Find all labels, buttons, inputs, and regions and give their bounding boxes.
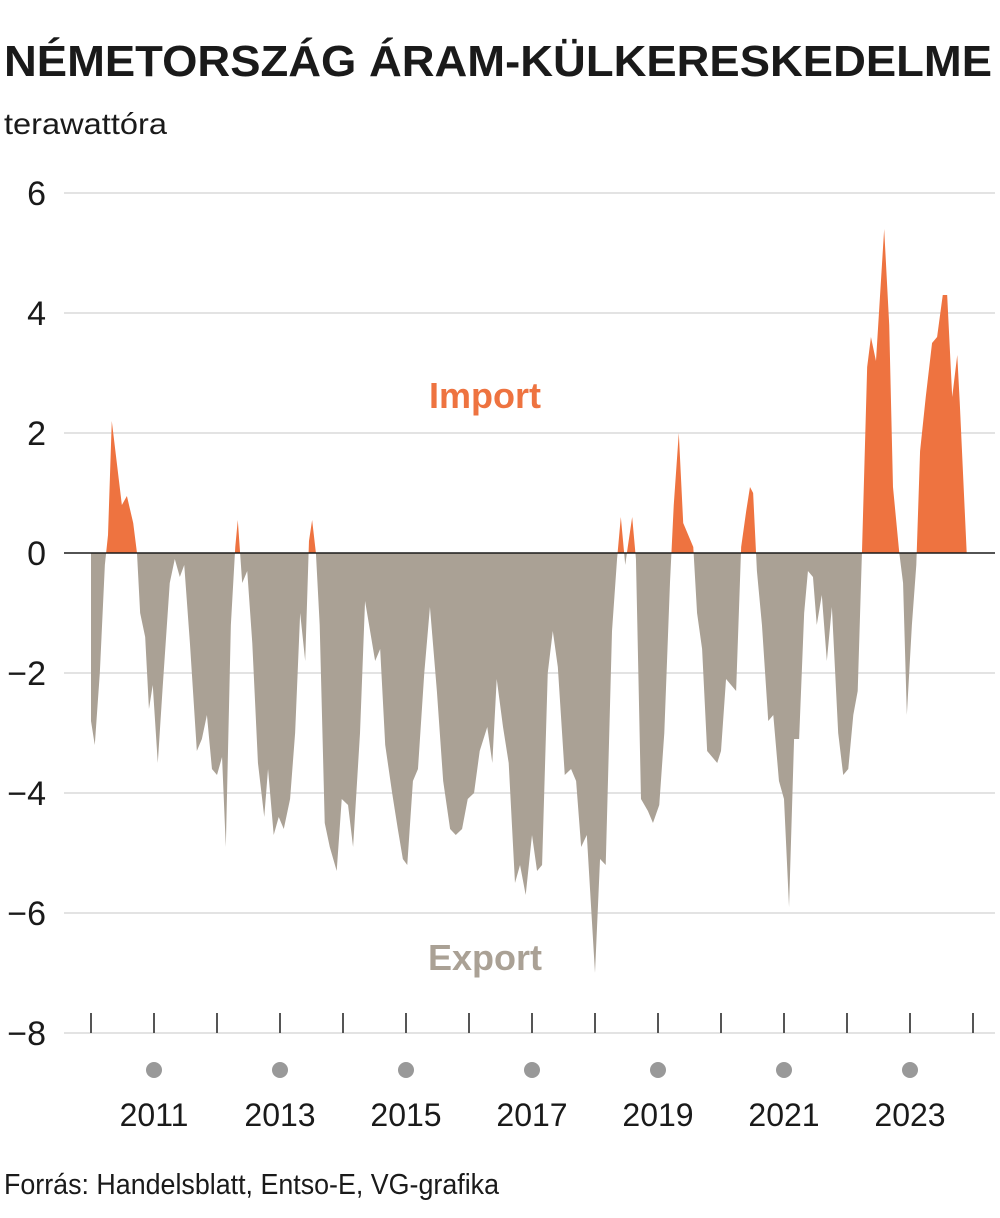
x-tick-label: 2021 (748, 1097, 819, 1133)
x-tick-label: 2017 (496, 1097, 567, 1133)
y-tick-label: 2 (27, 415, 46, 453)
x-tick-label: 2013 (244, 1097, 315, 1133)
y-tick-label: −4 (7, 775, 46, 813)
y-tick-label: −2 (7, 655, 46, 693)
x-tick-dot (902, 1062, 918, 1078)
area-import (91, 229, 967, 553)
x-tick-label: 2019 (622, 1097, 693, 1133)
area-export (91, 553, 967, 973)
x-tick-dot (272, 1062, 288, 1078)
x-tick-dot (398, 1062, 414, 1078)
y-tick-label: 4 (27, 295, 46, 333)
y-tick-label: −8 (7, 1015, 46, 1053)
chart-title: NÉMETORSZÁG ÁRAM-KÜLKERESKEDELME (4, 36, 992, 86)
x-tick-label: 2023 (874, 1097, 945, 1133)
x-tick-dot (650, 1062, 666, 1078)
y-tick-label: 6 (27, 175, 46, 213)
x-tick-dot (524, 1062, 540, 1078)
x-tick-label: 2015 (370, 1097, 441, 1133)
chart-subtitle: terawattóra (4, 108, 167, 141)
source-note: Forrás: Handelsblatt, Entso-E, VG-grafik… (4, 1169, 500, 1201)
y-tick-label: −6 (7, 895, 46, 933)
annotation: Import (429, 375, 541, 416)
x-tick-dot (776, 1062, 792, 1078)
annotation: Export (428, 937, 542, 978)
y-tick-label: 0 (27, 535, 46, 573)
x-tick-dot (146, 1062, 162, 1078)
x-tick-label: 2011 (120, 1097, 189, 1133)
